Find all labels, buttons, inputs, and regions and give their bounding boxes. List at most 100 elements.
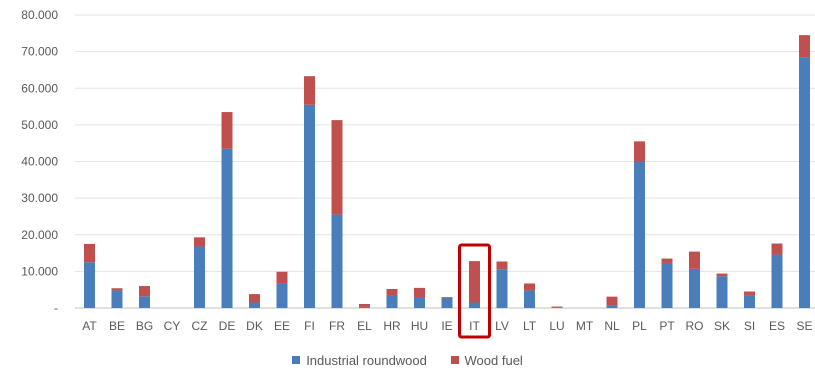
y-tick-label: 30.000	[21, 191, 58, 205]
bar-hr-industrial-roundwood	[386, 295, 398, 308]
x-tick-label: EE	[274, 319, 290, 333]
bar-es-wood-fuel	[771, 243, 783, 255]
bar-hu-industrial-roundwood	[414, 297, 425, 308]
x-tick-label: BE	[109, 319, 125, 333]
bar-bg-industrial-roundwood	[139, 296, 150, 308]
bar-nl-wood-fuel	[606, 296, 618, 306]
bar-sk-industrial-roundwood	[716, 276, 728, 308]
y-tick-label: 10.000	[21, 264, 58, 278]
bar-at-industrial-roundwood	[84, 262, 95, 308]
bar-fr-industrial-roundwood	[331, 214, 343, 308]
bar-fi-industrial-roundwood	[304, 104, 315, 308]
legend-item-wood-fuel: Wood fuel	[450, 352, 523, 368]
highlight-box-it	[458, 243, 491, 339]
x-tick-label: IT	[469, 319, 480, 333]
x-tick-label: LV	[495, 319, 509, 333]
bar-fr-wood-fuel	[331, 120, 343, 215]
x-tick-label: FR	[329, 319, 345, 333]
highlight-box	[458, 243, 491, 339]
bar-pl-industrial-roundwood	[634, 161, 645, 308]
x-tick-label: AT	[82, 319, 97, 333]
bar-lv-industrial-roundwood	[496, 269, 508, 308]
bar-sk-wood-fuel	[716, 273, 728, 277]
y-axis-ticks: - 10.000 20.000 30.000 40.000 50.000 60.000 70.…	[21, 8, 58, 315]
y-tick-label: 20.000	[21, 228, 58, 242]
x-tick-label: ES	[769, 319, 785, 333]
bar-ie-industrial-roundwood	[441, 297, 453, 308]
x-tick-label: LU	[549, 319, 564, 333]
bar-be-wood-fuel	[111, 288, 123, 291]
bar-lu-wood-fuel	[551, 306, 563, 308]
bar-el-industrial-roundwood	[359, 306, 370, 308]
bar-se-industrial-roundwood	[799, 57, 810, 309]
x-tick-label: IE	[441, 319, 452, 333]
bar-cz-industrial-roundwood	[194, 246, 205, 308]
bar-cz-wood-fuel	[194, 237, 205, 247]
x-tick-label: BG	[136, 319, 153, 333]
bar-de-industrial-roundwood	[221, 148, 233, 308]
bar-lt-industrial-roundwood	[524, 290, 535, 308]
bar-ro-wood-fuel	[689, 251, 700, 269]
legend-swatch-wood-fuel	[450, 356, 459, 364]
x-tick-label: RO	[686, 319, 704, 333]
x-tick-label: FI	[304, 319, 315, 333]
bar-ie-wood-fuel	[441, 297, 453, 298]
bar-hr-wood-fuel	[386, 288, 398, 296]
x-tick-label: NL	[604, 319, 620, 333]
y-tick-label: -	[54, 301, 58, 315]
x-tick-label: DK	[246, 319, 263, 333]
x-tick-label: PT	[659, 319, 675, 333]
legend: Industrial roundwood Wood fuel	[0, 352, 815, 368]
x-tick-label: HR	[383, 319, 401, 333]
legend-item-industrial-roundwood: Industrial roundwood	[292, 353, 427, 368]
bar-pt-wood-fuel	[661, 258, 673, 263]
x-tick-label: MT	[576, 319, 594, 333]
x-tick-label: HU	[411, 319, 428, 333]
y-tick-label: 70.000	[21, 45, 58, 59]
bar-bg-wood-fuel	[139, 286, 150, 297]
y-tick-label: 40.000	[21, 155, 58, 169]
y-tick-label: 60.000	[21, 81, 58, 95]
y-tick-label: 50.000	[21, 118, 58, 132]
bar-at-wood-fuel	[84, 243, 95, 263]
bar-pl-wood-fuel	[634, 141, 645, 162]
y-tick-label: 80.000	[21, 8, 58, 22]
x-tick-label: PL	[632, 319, 647, 333]
bar-se-wood-fuel	[799, 35, 810, 58]
bar-ee-industrial-roundwood	[276, 283, 288, 308]
x-tick-label: SE	[796, 319, 812, 333]
bar-dk-industrial-roundwood	[249, 302, 260, 308]
bar-nl-industrial-roundwood	[606, 305, 618, 308]
bar-hu-wood-fuel	[414, 287, 425, 298]
x-tick-label: SI	[744, 319, 755, 333]
x-tick-label: CY	[164, 319, 181, 333]
bar-lt-wood-fuel	[524, 283, 535, 291]
bar-si-industrial-roundwood	[744, 295, 755, 308]
x-tick-label: LT	[523, 319, 537, 333]
bar-ro-industrial-roundwood	[689, 268, 700, 308]
x-tick-label: CZ	[192, 319, 208, 333]
bar-ee-wood-fuel	[276, 271, 288, 284]
legend-label-industrial-roundwood: Industrial roundwood	[306, 352, 427, 368]
x-tick-label: SK	[714, 319, 730, 333]
bar-it-wood-fuel	[469, 261, 480, 303]
x-tick-label: DE	[219, 319, 236, 333]
bar-dk-wood-fuel	[249, 294, 260, 303]
gridlines	[75, 14, 815, 309]
bar-es-industrial-roundwood	[771, 254, 783, 308]
legend-swatch-industrial-roundwood	[292, 356, 301, 364]
legend-label-wood-fuel: Wood fuel	[464, 352, 523, 368]
x-tick-label: EL	[357, 319, 372, 333]
bar-it-industrial-roundwood	[469, 302, 480, 308]
bar-de-wood-fuel	[221, 112, 233, 149]
bar-el-wood-fuel	[359, 303, 370, 307]
bar-si-wood-fuel	[744, 291, 755, 296]
bar-be-industrial-roundwood	[111, 290, 123, 308]
x-axis-ticks: AT BE BG CY CZ DE DK EE FI FR EL HR HU IE IT LV LT LU MT NL…	[82, 319, 812, 333]
bar-pt-industrial-roundwood	[661, 262, 673, 308]
bar-lu-industrial-roundwood	[551, 307, 563, 308]
bars	[84, 35, 810, 309]
bar-lv-wood-fuel	[496, 261, 508, 270]
bar-fi-wood-fuel	[304, 76, 315, 105]
